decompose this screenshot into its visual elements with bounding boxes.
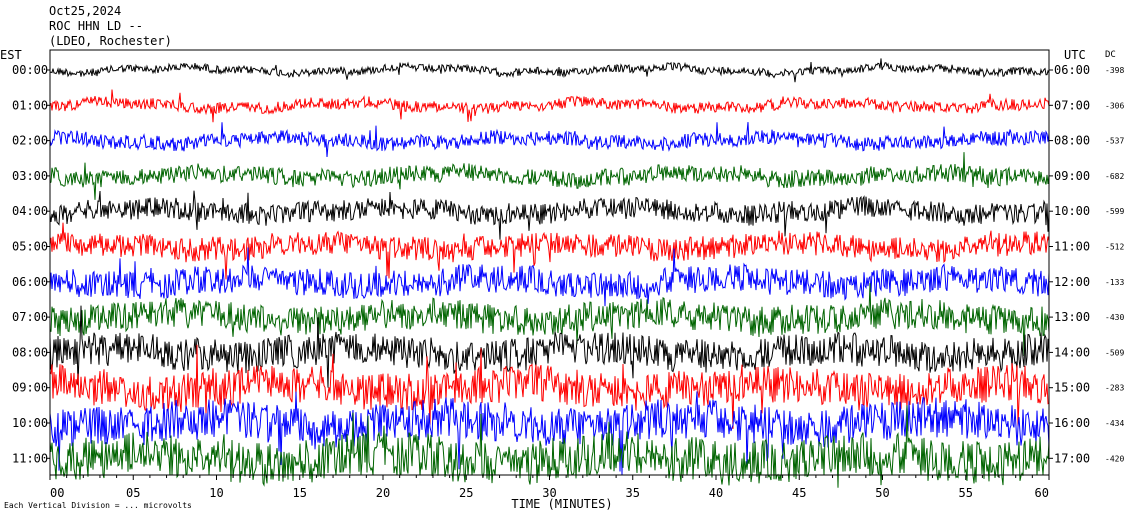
dc-offset-label: -398	[1105, 66, 1124, 75]
utc-time-label: 11:00	[1054, 240, 1090, 254]
x-tick-label: 35	[626, 486, 640, 500]
utc-time-label: 10:00	[1054, 204, 1090, 218]
x-tick-label: 00	[50, 486, 64, 500]
dc-offset-label: -599	[1105, 207, 1124, 216]
trace-row-1100	[49, 405, 1050, 488]
trace-row-0100	[49, 89, 1050, 123]
trace-row-0500	[49, 222, 1050, 280]
dc-offset-label: -420	[1105, 454, 1124, 463]
est-time-label: 01:00	[12, 98, 48, 112]
x-tick-label: 20	[376, 486, 390, 500]
trace-layer	[49, 58, 1050, 488]
x-tick-label: 40	[709, 486, 723, 500]
est-time-label: 11:00	[12, 451, 48, 465]
est-time-label: 05:00	[12, 240, 48, 254]
trace-row-0600	[49, 247, 1050, 307]
x-tick-layer: 00 05 10 15 20 25 30 35 40 45 50 55 60	[49, 475, 1050, 500]
x-axis-title: TIME (MINUTES)	[511, 497, 612, 511]
utc-time-label: 15:00	[1054, 381, 1090, 395]
scale-footnote: Each Vertical Division = ... microvolts	[4, 501, 192, 510]
est-time-label: 03:00	[12, 169, 48, 183]
utc-time-label: 14:00	[1054, 345, 1090, 359]
x-tick-label: 55	[959, 486, 973, 500]
utc-time-label: 12:00	[1054, 275, 1090, 289]
utc-time-label: 16:00	[1054, 416, 1090, 430]
est-axis-label: EST	[0, 48, 22, 62]
est-time-label: 04:00	[12, 204, 48, 218]
chart-date: Oct25,2024	[49, 4, 122, 18]
chart-station: ROC HHN LD --	[49, 19, 143, 33]
trace-row-0200	[49, 122, 1050, 158]
utc-axis-label: UTC	[1064, 48, 1086, 62]
est-time-label: 09:00	[12, 381, 48, 395]
dc-offset-label: -306	[1105, 101, 1124, 110]
trace-row-0800	[49, 305, 1050, 388]
est-time-label: 08:00	[12, 345, 48, 359]
dc-offset-label: -283	[1105, 384, 1124, 393]
utc-time-label: 07:00	[1054, 98, 1090, 112]
dc-offset-label: -682	[1105, 172, 1124, 181]
trace-row-0900	[49, 344, 1050, 429]
est-time-label: 00:00	[12, 63, 48, 77]
x-tick-label: 50	[875, 486, 889, 500]
trace-row-0000	[49, 58, 1050, 83]
x-tick-label: 60	[1035, 486, 1049, 500]
utc-time-label: 13:00	[1054, 310, 1090, 324]
dc-offset-label: -133	[1105, 278, 1124, 287]
row-tick-layer	[46, 69, 1053, 459]
trace-row-0300	[49, 152, 1050, 200]
dc-offset-label: -509	[1105, 348, 1124, 357]
utc-time-label: 06:00	[1054, 63, 1090, 77]
trace-row-1000	[49, 391, 1050, 475]
est-time-label: 07:00	[12, 310, 48, 324]
label-layer: 00:00 06:00 -398 01:00 07:00 -306 02:00 08:00 -5…	[12, 63, 1124, 465]
x-tick-label: 15	[293, 486, 307, 500]
est-time-label: 06:00	[12, 275, 48, 289]
dc-offset-label: -430	[1105, 313, 1124, 322]
dc-offset-label: -537	[1105, 137, 1124, 146]
trace-row-0700	[49, 283, 1050, 357]
x-tick-label: 45	[792, 486, 806, 500]
dc-column-label: DC	[1105, 50, 1116, 60]
x-tick-label: 30	[542, 486, 556, 500]
dc-offset-label: -512	[1105, 243, 1124, 252]
chart-network: (LDEO, Rochester)	[49, 34, 172, 48]
x-tick-label: 25	[459, 486, 473, 500]
x-tick-label: 05	[126, 486, 140, 500]
est-time-label: 10:00	[12, 416, 48, 430]
utc-time-label: 09:00	[1054, 169, 1090, 183]
est-time-label: 02:00	[12, 134, 48, 148]
x-tick-label: 10	[209, 486, 223, 500]
utc-time-label: 08:00	[1054, 134, 1090, 148]
dc-offset-label: -434	[1105, 419, 1124, 428]
utc-time-label: 17:00	[1054, 451, 1090, 465]
trace-row-0400	[49, 190, 1050, 240]
